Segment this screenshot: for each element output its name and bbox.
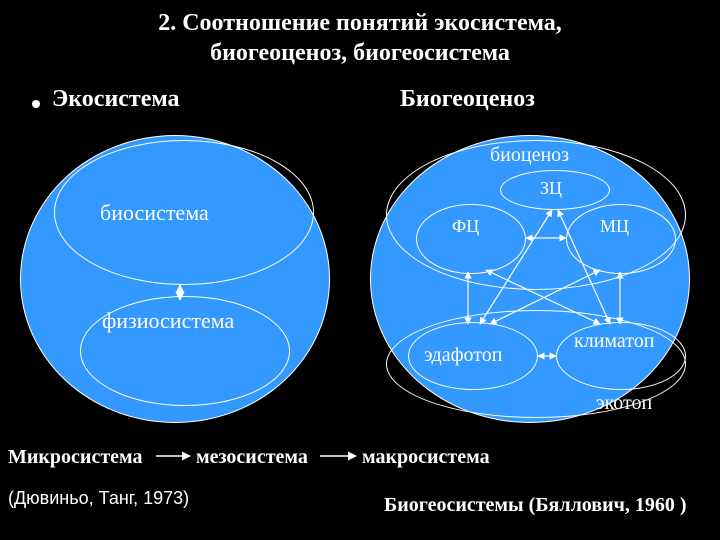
title-line1: 2. Соотношение понятий экосистема, [0, 8, 720, 38]
label-mc: МЦ [600, 216, 629, 237]
label-macrosystem: макросистема [362, 446, 490, 469]
heading-biogeocenosis: Биогеоценоз [400, 86, 535, 113]
label-microsystem: Микросистема [8, 446, 143, 469]
bullet-icon [32, 100, 40, 108]
label-fc: ФЦ [452, 216, 479, 237]
label-climatope: климатоп [574, 330, 654, 353]
fc-ellipse [416, 204, 526, 274]
slide-title: 2. Соотношение понятий экосистема, биоге… [0, 0, 720, 68]
heading-ecosystem: Экосистема [52, 86, 180, 113]
label-mesosystem: мезосистема [196, 446, 308, 469]
mc-ellipse [566, 204, 676, 274]
label-biocenosis: биоценоз [490, 144, 569, 167]
label-edaphotope: эдафотоп [424, 344, 502, 367]
label-zc: ЗЦ [540, 178, 562, 199]
label-biosystem: биосистема [100, 200, 209, 226]
citation-left: (Дювиньо, Танг, 1973) [8, 488, 189, 509]
citation-right: Биогеосистемы (Бяллович, 1960 ) [384, 494, 687, 517]
label-ecotope: экотоп [596, 392, 652, 415]
label-physiosystem: физиосистема [102, 308, 234, 334]
title-line2: биогеоценоз, биогеосистема [0, 38, 720, 68]
